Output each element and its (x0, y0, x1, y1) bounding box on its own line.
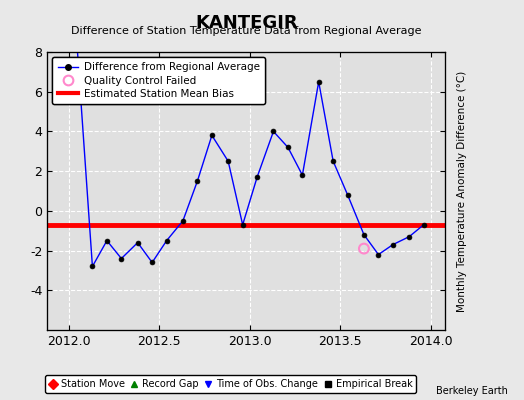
Text: Difference of Station Temperature Data from Regional Average: Difference of Station Temperature Data f… (71, 26, 421, 36)
Text: KANTEGIR: KANTEGIR (195, 14, 298, 32)
Text: Berkeley Earth: Berkeley Earth (436, 386, 508, 396)
Y-axis label: Monthly Temperature Anomaly Difference (°C): Monthly Temperature Anomaly Difference (… (457, 70, 467, 312)
Legend: Station Move, Record Gap, Time of Obs. Change, Empirical Break: Station Move, Record Gap, Time of Obs. C… (45, 375, 416, 393)
Legend: Difference from Regional Average, Quality Control Failed, Estimated Station Mean: Difference from Regional Average, Qualit… (52, 57, 265, 104)
Point (360, 245, 368, 252)
